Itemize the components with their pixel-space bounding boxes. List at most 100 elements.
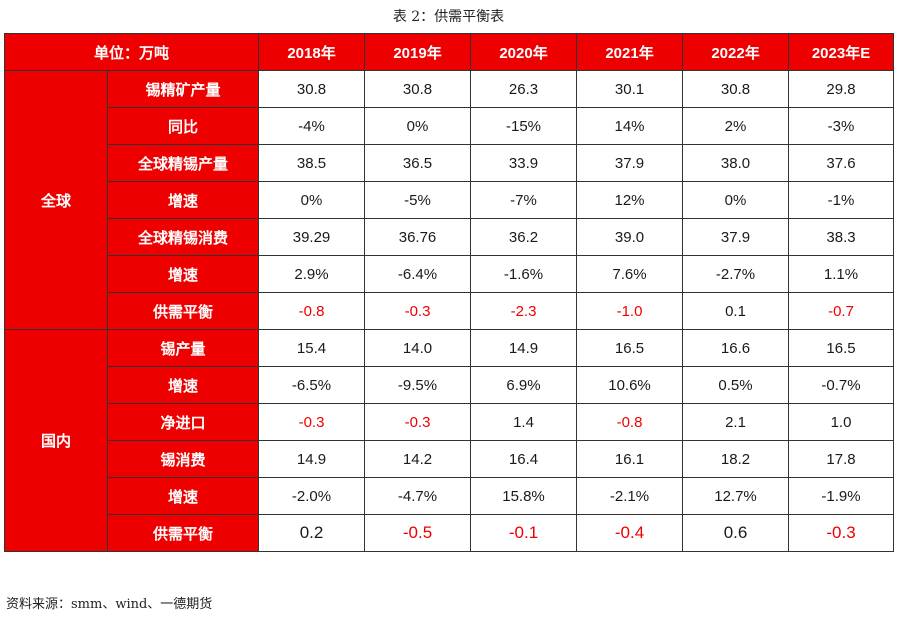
value-cell: 10.6% — [576, 366, 684, 404]
value-cell: 26.3 — [470, 70, 578, 108]
value-cell: 30.8 — [682, 70, 790, 108]
value-cell: 36.2 — [470, 218, 578, 256]
value-cell: 12% — [576, 181, 684, 219]
value-cell: 17.8 — [788, 440, 895, 478]
year-header: 2021年 — [576, 33, 684, 71]
value-cell: 0.1 — [682, 292, 790, 330]
row-label: 增速 — [106, 255, 260, 293]
value-cell: 30.1 — [576, 70, 684, 108]
year-header: 2023年E — [788, 33, 895, 71]
row-label: 全球精锡产量 — [106, 144, 260, 182]
value-cell: 39.29 — [258, 218, 366, 256]
value-cell: -1.6% — [470, 255, 578, 293]
table-row: 增速 -2.0% -4.7% 15.8% -2.1% 12.7% -1.9% — [5, 477, 895, 515]
year-header: 2020年 — [470, 33, 578, 71]
group-label: 国内 — [4, 329, 108, 552]
value-cell: -2.7% — [682, 255, 790, 293]
unit-header: 单位：万吨 — [3, 33, 260, 71]
value-cell: 38.3 — [788, 218, 895, 256]
value-cell: 7.6% — [576, 255, 684, 293]
value-cell: -0.5 — [364, 514, 472, 552]
table-row: 同比 -4% 0% -15% 14% 2% -3% — [5, 107, 895, 145]
row-label: 供需平衡 — [106, 514, 260, 552]
value-cell: 0.2 — [258, 514, 366, 552]
value-cell: 38.5 — [258, 144, 366, 182]
value-cell: -0.7 — [788, 292, 895, 330]
group-label: 全球 — [4, 70, 108, 330]
row-label: 锡消费 — [106, 440, 260, 478]
value-cell: -0.8 — [576, 403, 684, 441]
value-cell: 39.0 — [576, 218, 684, 256]
value-cell: 15.8% — [470, 477, 578, 515]
value-cell: -1.0 — [576, 292, 684, 330]
value-cell: 16.5 — [788, 329, 895, 367]
table-caption: 表 2：供需平衡表 — [392, 9, 505, 25]
value-cell: -0.7% — [788, 366, 895, 404]
value-cell: 14% — [576, 107, 684, 145]
value-cell: -6.5% — [258, 366, 366, 404]
table-row: 国内 锡产量 15.4 14.0 14.9 16.5 16.6 16.5 — [4, 329, 895, 552]
value-cell: -15% — [470, 107, 578, 145]
value-cell: 14.9 — [258, 440, 366, 478]
year-header: 2018年 — [258, 33, 366, 71]
table-row: 供需平衡 -0.8 -0.3 -2.3 -1.0 0.1 -0.7 — [5, 292, 895, 330]
value-cell: 14.0 — [364, 329, 472, 367]
table-row: 全球 锡精矿产量 30.8 30.8 26.3 30.1 30.8 29.8 — [4, 70, 895, 330]
value-cell: 29.8 — [788, 70, 895, 108]
value-cell: -0.8 — [258, 292, 366, 330]
value-cell: -2.3 — [470, 292, 578, 330]
row-label: 全球精锡消费 — [106, 218, 260, 256]
table-row: 供需平衡 0.2 -0.5 -0.1 -0.4 0.6 -0.3 — [5, 514, 895, 552]
row-label: 锡精矿产量 — [106, 70, 260, 108]
value-cell: -0.1 — [470, 514, 578, 552]
value-cell: -0.4 — [576, 514, 684, 552]
value-cell: -7% — [470, 181, 578, 219]
value-cell: 1.4 — [470, 403, 578, 441]
value-cell: -3% — [788, 107, 895, 145]
value-cell: 37.9 — [682, 218, 790, 256]
table-row: 锡消费 14.9 14.2 16.4 16.1 18.2 17.8 — [5, 440, 895, 478]
table-row: 增速 0% -5% -7% 12% 0% -1% — [5, 181, 895, 219]
row-label: 增速 — [106, 181, 260, 219]
value-cell: -0.3 — [788, 514, 895, 552]
value-cell: -2.0% — [258, 477, 366, 515]
value-cell: -0.3 — [364, 403, 472, 441]
row-label: 净进口 — [106, 403, 260, 441]
value-cell: -9.5% — [364, 366, 472, 404]
year-header: 2022年 — [682, 33, 790, 71]
value-cell: -5% — [364, 181, 472, 219]
row-label: 供需平衡 — [106, 292, 260, 330]
value-cell: 1.1% — [788, 255, 895, 293]
value-cell: -0.3 — [364, 292, 472, 330]
row-label: 同比 — [106, 107, 260, 145]
table-row: 全球精锡消费 39.29 36.76 36.2 39.0 37.9 38.3 — [5, 218, 895, 256]
value-cell: 0% — [364, 107, 472, 145]
value-cell: -1% — [788, 181, 895, 219]
value-cell: 33.9 — [470, 144, 578, 182]
row-label: 锡产量 — [106, 329, 260, 367]
value-cell: 16.1 — [576, 440, 684, 478]
table-row: 增速 -6.5% -9.5% 6.9% 10.6% 0.5% -0.7% — [5, 366, 895, 404]
value-cell: -2.1% — [576, 477, 684, 515]
value-cell: 14.9 — [470, 329, 578, 367]
value-cell: 37.9 — [576, 144, 684, 182]
table-row: 增速 2.9% -6.4% -1.6% 7.6% -2.7% 1.1% — [5, 255, 895, 293]
year-header: 2019年 — [364, 33, 472, 71]
value-cell: 16.5 — [576, 329, 684, 367]
value-cell: 0.5% — [682, 366, 790, 404]
value-cell: -4% — [258, 107, 366, 145]
value-cell: -0.3 — [258, 403, 366, 441]
value-cell: 2.9% — [258, 255, 366, 293]
value-cell: 30.8 — [364, 70, 472, 108]
value-cell: 2.1 — [682, 403, 790, 441]
header-row: 单位：万吨 2018年 2019年 2020年 2021年 2022年 2023… — [3, 33, 895, 71]
row-label: 增速 — [106, 477, 260, 515]
value-cell: 0% — [258, 181, 366, 219]
value-cell: 0.6 — [682, 514, 790, 552]
value-cell: 6.9% — [470, 366, 578, 404]
value-cell: 38.0 — [682, 144, 790, 182]
value-cell: 36.76 — [364, 218, 472, 256]
value-cell: -1.9% — [788, 477, 895, 515]
row-label: 增速 — [106, 366, 260, 404]
value-cell: 0% — [682, 181, 790, 219]
